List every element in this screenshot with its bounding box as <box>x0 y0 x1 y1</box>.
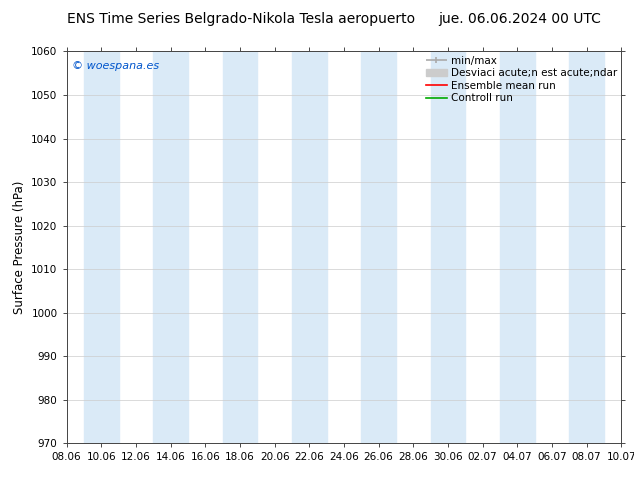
Bar <box>223 51 257 443</box>
Bar <box>292 51 327 443</box>
Bar <box>430 51 465 443</box>
Y-axis label: Surface Pressure (hPa): Surface Pressure (hPa) <box>13 181 26 314</box>
Text: ENS Time Series Belgrado-Nikola Tesla aeropuerto: ENS Time Series Belgrado-Nikola Tesla ae… <box>67 12 415 26</box>
Bar <box>153 51 188 443</box>
Bar <box>361 51 396 443</box>
Bar <box>84 51 119 443</box>
Text: © woespana.es: © woespana.es <box>72 61 159 71</box>
Legend: min/max, Desviaci acute;n est acute;ndar, Ensemble mean run, Controll run: min/max, Desviaci acute;n est acute;ndar… <box>424 53 619 105</box>
Bar <box>500 51 534 443</box>
Text: jue. 06.06.2024 00 UTC: jue. 06.06.2024 00 UTC <box>439 12 601 26</box>
Bar <box>569 51 604 443</box>
